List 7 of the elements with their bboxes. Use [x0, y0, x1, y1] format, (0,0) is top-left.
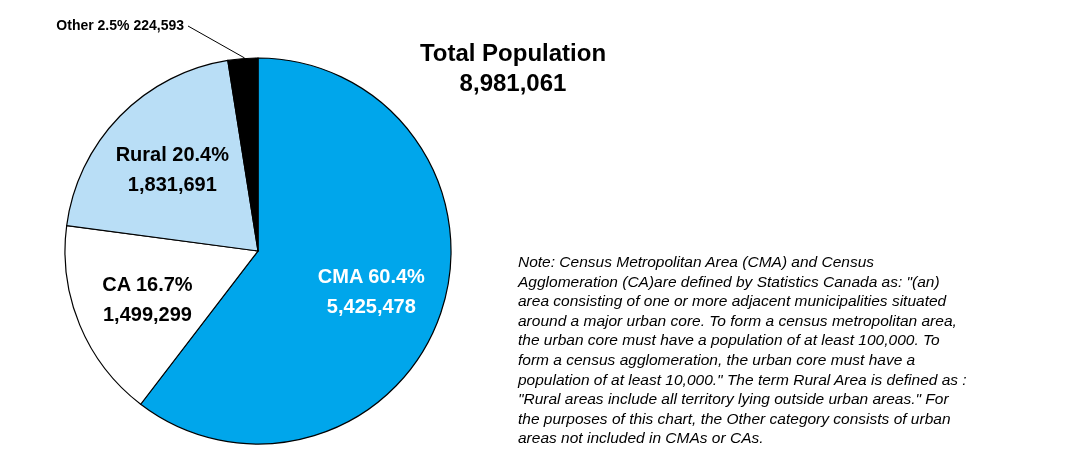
- text: Total Population: [418, 38, 608, 68]
- slice-label: Rural 20.4% 1,831,691: [115, 143, 230, 196]
- slice-label: CMA 60.4% 5,425,478: [317, 265, 426, 318]
- text: Note: Census Metropolitan Area (CMA) and Census Agglomeration (CA)are defined by Statistics Canada as: "(an) area consisting of one or more adjacent municipalities situated around a major urban core. To form a census metropolitan area, the urban core must have a population of at least 100,000. To form a census agglomeration, the urban core must have a population of at least 10,000." The term Rural Area is defined as : "Rural areas include all territory lying outside urban areas." For the purposes of this chart, the Other category consists of urban areas not included in CMAs or CAs.: [518, 253, 967, 447]
- slice-label: Other 2.5% 224,593: [56, 17, 185, 33]
- slice-label: CA 16.7% 1,499,299: [102, 272, 193, 325]
- text: 8,981,061: [458, 68, 568, 98]
